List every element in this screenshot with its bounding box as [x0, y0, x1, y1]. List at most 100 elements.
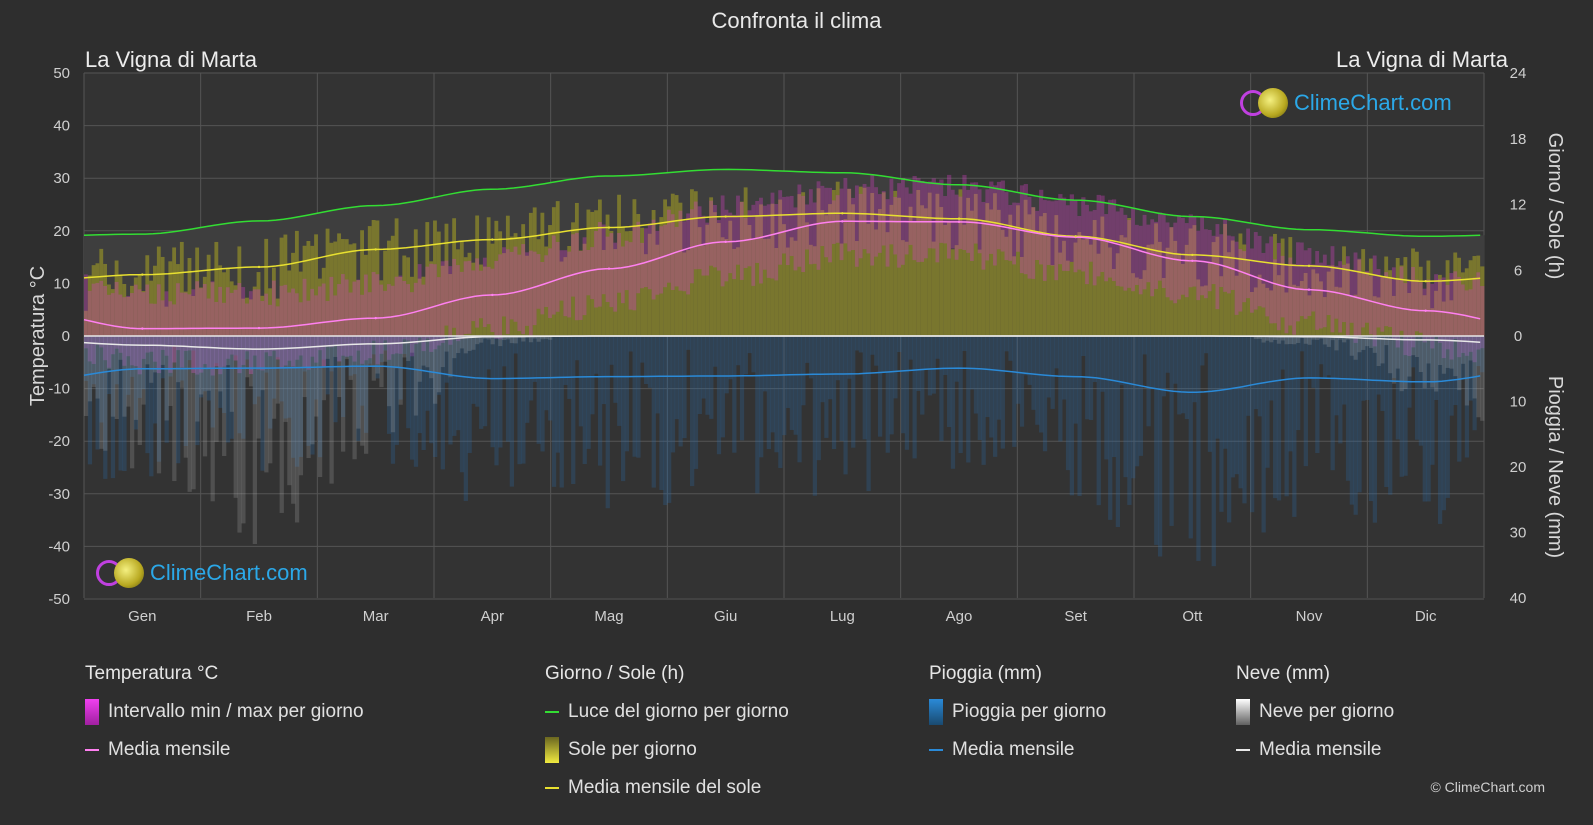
- temp-range-bar: [701, 215, 706, 276]
- rain-bar: [291, 336, 296, 458]
- daylight-bar: [1204, 216, 1209, 336]
- temp-range-bar: [743, 217, 748, 268]
- logo-bottom[interactable]: ClimeChart.com: [96, 558, 308, 588]
- rain-bar: [1215, 336, 1220, 439]
- rain-bar: [1345, 336, 1351, 481]
- rain-bar: [640, 336, 645, 363]
- sun-bar: [1284, 292, 1289, 336]
- snow-bar: [548, 336, 553, 340]
- rain-bar: [1219, 336, 1224, 512]
- sun-bar: [686, 250, 691, 336]
- rain-bar: [137, 336, 142, 398]
- snow-bar: [114, 336, 119, 419]
- rain-bar: [87, 336, 93, 465]
- temp-range-bar: [271, 280, 277, 351]
- sun-bar: [874, 229, 879, 336]
- sun-bar: [636, 214, 641, 336]
- month-label: Set: [1064, 608, 1087, 625]
- temp-range-bar: [632, 225, 637, 311]
- snow-bar: [126, 336, 131, 407]
- sun-bar: [1319, 281, 1324, 336]
- snow-bar: [1376, 336, 1381, 367]
- rain-bar: [1204, 336, 1209, 354]
- rain-bar: [851, 336, 856, 448]
- snow-bar: [479, 336, 484, 343]
- sun-bar: [1388, 270, 1393, 336]
- snow-bar: [271, 336, 277, 419]
- rain-bar: [1234, 336, 1239, 475]
- legend-snow: Neve (mm) Neve per giorno Media mensile: [1236, 663, 1394, 775]
- snow-bar: [1426, 336, 1431, 364]
- sun-bar: [279, 237, 284, 336]
- sun-bar: [747, 225, 752, 336]
- rain-bar: [1131, 336, 1136, 479]
- snow-bar: [145, 336, 150, 365]
- sun-bar: [482, 266, 488, 336]
- rain-bar: [141, 336, 146, 390]
- temp-range-bar: [816, 181, 821, 270]
- daylight-bar: [1334, 230, 1339, 336]
- snow-bar: [509, 336, 514, 344]
- temp-mean-point: [374, 316, 377, 320]
- sun-bar: [494, 220, 499, 336]
- temp-range-bar: [406, 284, 411, 341]
- sun-bar: [1150, 244, 1155, 336]
- rain-bar: [1111, 336, 1117, 458]
- rain-bar: [179, 336, 185, 381]
- temp-range-bar: [153, 303, 158, 362]
- snow-bar: [1261, 336, 1266, 343]
- rain-bar: [218, 336, 223, 408]
- temp-range-bar: [1345, 256, 1351, 337]
- temp-range-bar: [229, 292, 234, 355]
- rain-bar: [1388, 336, 1393, 495]
- sun-bar: [705, 224, 710, 336]
- month-label: Feb: [246, 608, 272, 625]
- sun-bar: [1422, 295, 1427, 336]
- rain-bar: [344, 336, 350, 358]
- sun-mean-point: [607, 226, 611, 229]
- sun-bar: [571, 222, 576, 336]
- sun-bar: [1368, 258, 1374, 336]
- rain-bar: [172, 336, 177, 347]
- temp-range-bar: [471, 270, 476, 322]
- sun-bar: [1434, 290, 1439, 336]
- sun-bar: [540, 212, 545, 336]
- daylight-bar: [448, 194, 453, 336]
- sun-bar: [421, 276, 426, 336]
- rain-bar: [1127, 336, 1132, 505]
- sun-bar: [1096, 253, 1101, 336]
- sun-bar: [310, 245, 315, 336]
- temp-range-bar: [356, 279, 361, 351]
- temp-mean-point: [491, 293, 494, 297]
- snow-bar: [1414, 336, 1420, 358]
- snow-bar: [141, 336, 146, 405]
- temp-range-bar: [1062, 197, 1067, 271]
- right-bottom-axis-title: Pioggia / Neve (mm): [1544, 376, 1566, 558]
- rain-bar: [993, 336, 998, 457]
- temp-range-bar: [862, 183, 867, 250]
- rain-bar: [1326, 336, 1331, 376]
- temp-range-bar: [440, 261, 445, 343]
- sun-bar: [433, 220, 438, 336]
- temp-range-bar: [1169, 227, 1174, 301]
- sun-bar: [287, 270, 292, 336]
- temp-range-bar: [866, 186, 871, 254]
- snow-bar: [264, 336, 269, 473]
- rain-bar: [762, 336, 768, 392]
- sun-bar: [770, 203, 775, 336]
- logo-text: ClimeChart.com: [150, 560, 308, 585]
- sun-bar: [245, 297, 250, 336]
- snow-bar: [505, 336, 511, 340]
- rain-bar: [1288, 336, 1293, 452]
- temp-range-bar: [697, 206, 702, 270]
- temp-range-bar: [797, 184, 802, 267]
- snow-bar: [498, 336, 503, 347]
- snow-bar: [364, 336, 369, 454]
- temp-range-bar: [1004, 192, 1009, 261]
- logo-top[interactable]: ClimeChart.com: [1240, 88, 1452, 118]
- sun-mean-point: [257, 265, 261, 269]
- temp-range-bar: [893, 197, 898, 255]
- rain-bar: [1077, 336, 1082, 496]
- snow-bar: [260, 336, 265, 391]
